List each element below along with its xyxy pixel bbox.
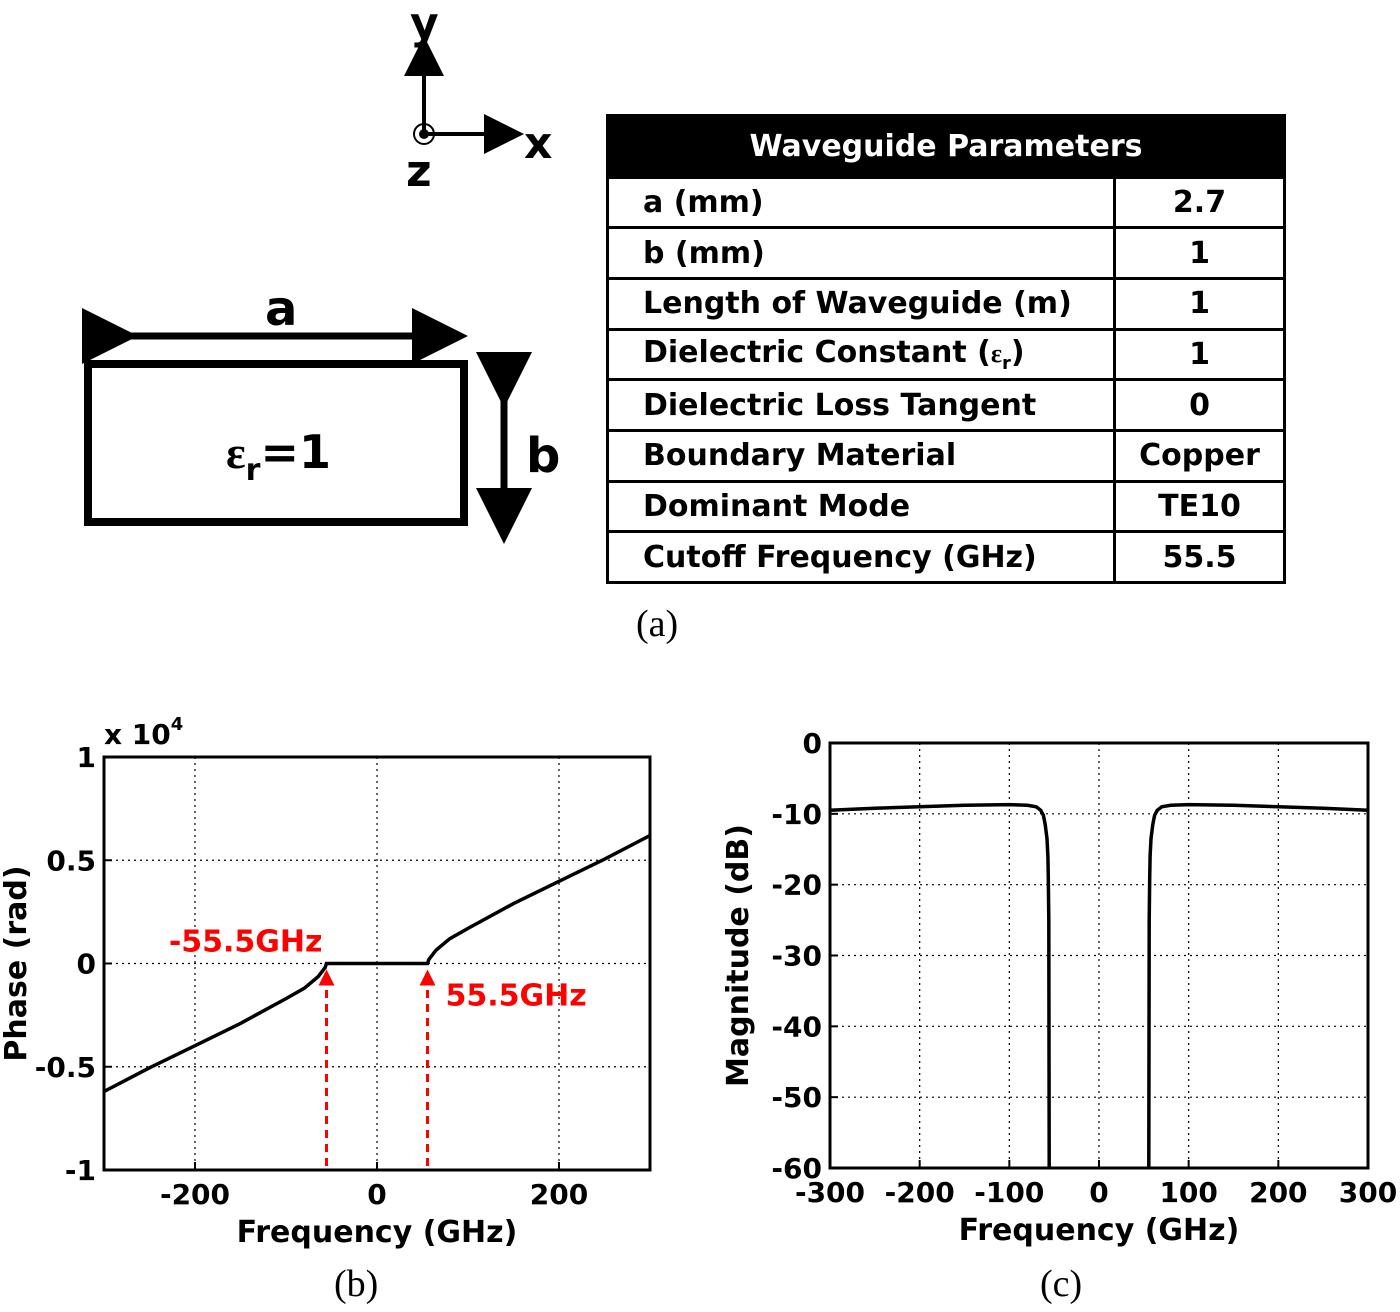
table-row: Length of Waveguide (m) 1: [606, 277, 1286, 331]
plot-frame: [102, 755, 652, 1172]
param-label: Dielectric Loss Tangent: [606, 378, 1116, 432]
y-axis-label: Magnitude (dB): [721, 824, 756, 1087]
z-axis-dot: [419, 129, 429, 139]
param-label: Dielectric Constant (εr): [606, 327, 1116, 382]
y-tick-label: -30: [771, 940, 822, 973]
param-value: 0: [1113, 378, 1286, 432]
width-label: a: [265, 281, 297, 337]
y-tick-label: 1: [77, 741, 96, 774]
height-label: b: [526, 428, 560, 484]
param-value: 55.5: [1113, 530, 1286, 584]
y-multiplier-label: x 104: [104, 714, 183, 751]
param-label: a (mm): [606, 175, 1116, 230]
x-axis-label: Frequency (GHz): [959, 1213, 1240, 1248]
param-value: Copper: [1113, 428, 1286, 483]
epsilon-symbol: ε: [990, 339, 1002, 369]
y-axis-label: Phase (rad): [0, 865, 34, 1061]
x-tick-label: -100: [974, 1176, 1044, 1209]
x-tick-label: 0: [1089, 1176, 1108, 1209]
cutoff-marker-arrowhead: [419, 969, 436, 986]
coordinate-axes: y x z: [404, 0, 552, 197]
data-series-line: [103, 833, 651, 1094]
y-tick-label: -50: [771, 1081, 822, 1114]
y-axis-label: y: [410, 0, 439, 49]
subfigure-label-b: (b): [334, 1263, 379, 1305]
table-row: Dominant Mode TE10: [606, 479, 1286, 534]
table-row: a (mm) 2.7: [606, 175, 1286, 230]
phase-chart: -200 0 200 1 0.5 0 -0.5 -1 Frequency (GHz) Phase …: [0, 714, 652, 1250]
table-row: Dielectric Loss Tangent 0: [606, 378, 1286, 432]
cutoff-marker-arrowhead: [318, 969, 335, 986]
y-tick-label: 0: [77, 948, 96, 981]
waveguide-rect: [84, 360, 468, 526]
param-label-end: ): [1010, 335, 1025, 371]
x-tick-label: 300: [1339, 1176, 1397, 1209]
y-tick-label: -40: [771, 1010, 822, 1043]
param-label: Boundary Material: [606, 428, 1116, 483]
x-axis-label: x: [524, 118, 552, 169]
waveguide-parameters-table: Waveguide Parameters a (mm) 2.7 b (mm) 1 L…: [606, 114, 1286, 584]
subfigure-label-a: (a): [636, 603, 679, 645]
cutoff-annotation-label: -55.5GHz: [169, 925, 323, 960]
y-tick-label: -10: [771, 798, 822, 831]
x-tick-label: 200: [530, 1178, 588, 1211]
x-tick-label: 200: [1249, 1176, 1307, 1209]
z-axis-label: z: [406, 146, 432, 197]
x-tick-label: 0: [367, 1178, 386, 1211]
data-series-line: [829, 802, 1051, 1169]
y-tick-label: 0.5: [46, 844, 96, 877]
param-label: Cutoff Frequency (GHz): [606, 530, 1116, 584]
plot-frame: [828, 741, 1370, 1170]
table-title: Waveguide Parameters: [607, 115, 1285, 178]
magnitude-chart: -300 -200 -100 0 100 200 300 0 -10 -20 -30 -40 -50 -6…: [721, 727, 1397, 1248]
param-value: 1: [1113, 327, 1286, 382]
table-row: Cutoff Frequency (GHz) 55.5: [606, 530, 1286, 584]
table-row: b (mm) 1: [606, 226, 1286, 281]
param-label-text: Dielectric Constant (: [643, 335, 991, 371]
param-value: 1: [1113, 226, 1286, 281]
epsilon-subscript: r: [1001, 353, 1011, 375]
param-value: 1: [1113, 277, 1286, 331]
y-tick-label: 0: [803, 727, 822, 760]
param-label: Length of Waveguide (m): [606, 277, 1116, 331]
waveguide-cross-section: a εr=1 b: [82, 281, 560, 544]
cutoff-annotation-label: 55.5GHz: [446, 979, 587, 1014]
data-series-line: [1147, 802, 1369, 1169]
param-value: 2.7: [1113, 175, 1286, 230]
param-label: b (mm): [606, 226, 1116, 281]
table-row: Dielectric Constant (εr) 1: [606, 327, 1286, 382]
x-tick-label: -200: [885, 1176, 955, 1209]
y-tick-label: -0.5: [35, 1051, 96, 1084]
x-axis-label: Frequency (GHz): [237, 1215, 518, 1250]
x-tick-label: 100: [1159, 1176, 1217, 1209]
param-value: TE10: [1113, 479, 1286, 534]
x-tick-label: -300: [795, 1176, 865, 1209]
table-row: Boundary Material Copper: [606, 428, 1286, 483]
x-tick-label: -200: [160, 1178, 230, 1211]
param-label: Dominant Mode: [606, 479, 1116, 534]
permittivity-label: εr=1: [226, 425, 331, 488]
y-tick-label: -20: [771, 869, 822, 902]
subfigure-label-c: (c): [1040, 1263, 1083, 1305]
y-tick-label: -1: [65, 1154, 96, 1187]
y-tick-label: -60: [771, 1152, 822, 1185]
z-axis-circle: [413, 123, 435, 145]
